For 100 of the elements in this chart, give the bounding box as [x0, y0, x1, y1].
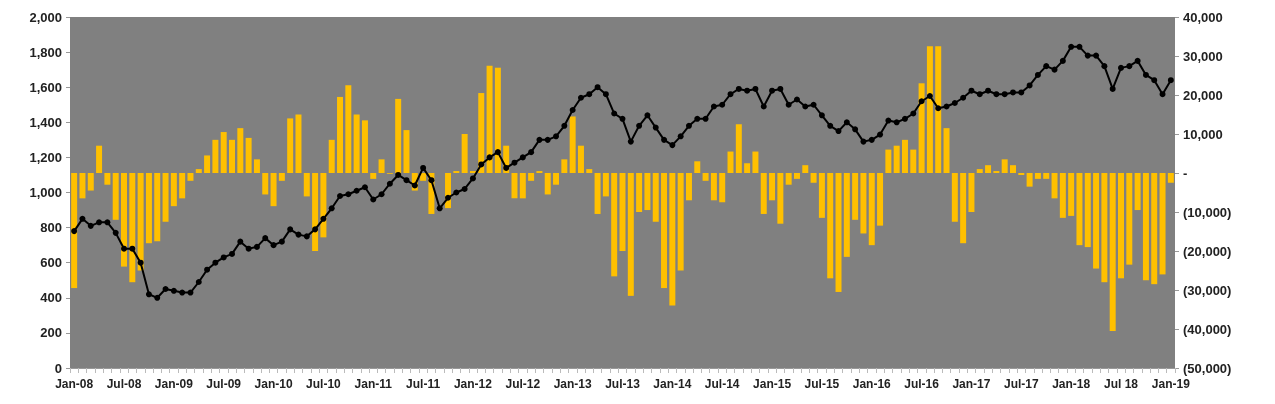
- y-tick-label: 600: [40, 255, 62, 271]
- bar: [951, 173, 958, 222]
- bar: [1134, 173, 1141, 211]
- bar: [79, 173, 86, 199]
- bar: [877, 173, 884, 226]
- y2-tick-label: 10,000: [1183, 126, 1223, 142]
- bar: [1026, 173, 1033, 187]
- bar: [528, 173, 535, 181]
- bar: [885, 149, 892, 173]
- x-tick-label: Jan-14: [653, 377, 692, 391]
- bar: [702, 173, 709, 181]
- bar: [1109, 173, 1116, 331]
- bar: [328, 139, 335, 173]
- bar: [1159, 173, 1166, 275]
- y-tick-label: 2,000: [29, 9, 62, 25]
- bar: [636, 173, 643, 212]
- bar: [1051, 173, 1058, 199]
- x-tick-label: Jul-09: [206, 377, 242, 391]
- y2-tick-label: (30,000): [1183, 282, 1232, 298]
- bar: [303, 173, 310, 197]
- bar: [1126, 173, 1133, 265]
- bar: [860, 173, 867, 234]
- bar: [661, 173, 668, 289]
- bar: [486, 65, 493, 173]
- y-tick-label: 400: [40, 290, 62, 306]
- x-tick-label: Jul-08: [106, 377, 142, 391]
- bar: [320, 173, 327, 238]
- bar: [195, 169, 202, 173]
- bar: [253, 159, 260, 173]
- bar: [270, 173, 277, 207]
- bar: [237, 128, 244, 173]
- bar: [461, 134, 468, 173]
- x-tick-label: Jul-14: [704, 377, 740, 391]
- bar: [1142, 173, 1149, 281]
- bar: [154, 173, 161, 242]
- bar: [212, 139, 219, 173]
- bar: [602, 173, 609, 197]
- bar: [1101, 173, 1108, 283]
- y2-tick-label: 20,000: [1183, 87, 1223, 103]
- bar: [1034, 173, 1041, 179]
- bar: [694, 161, 701, 173]
- bar: [752, 151, 759, 173]
- y2-tick-label: -: [1183, 165, 1188, 181]
- bar: [943, 128, 950, 173]
- bar: [295, 114, 302, 173]
- x-tick-label: Jul 18: [1103, 377, 1139, 391]
- x-tick-label: Jul-10: [306, 377, 342, 391]
- bar: [121, 173, 127, 267]
- bar: [710, 173, 717, 201]
- bar: [179, 173, 186, 199]
- bar: [1118, 173, 1124, 279]
- bar: [1076, 173, 1083, 246]
- bar: [843, 173, 850, 257]
- y-tick-label: 1,400: [29, 114, 62, 130]
- y-tick-label: 1,800: [29, 44, 62, 60]
- bar: [1059, 173, 1066, 218]
- bar: [818, 173, 825, 218]
- bar: [1167, 173, 1174, 183]
- bar: [685, 173, 692, 201]
- bar: [204, 155, 211, 173]
- y-tick-label: 200: [40, 325, 62, 341]
- y2-tick-label: 40,000: [1183, 9, 1223, 25]
- bar: [652, 173, 659, 222]
- bar: [918, 83, 925, 173]
- y2-tick-label: (20,000): [1183, 243, 1232, 259]
- bar: [1151, 173, 1158, 285]
- bar: [561, 159, 568, 173]
- bar: [594, 173, 601, 214]
- bar: [519, 173, 526, 199]
- bar: [403, 130, 410, 173]
- x-tick-label: Jan-17: [952, 377, 991, 391]
- bar: [96, 145, 103, 173]
- y-tick-label: 1,000: [29, 185, 62, 200]
- bar: [129, 173, 136, 283]
- bar: [910, 149, 917, 173]
- x-tick-label: Jul-11: [406, 377, 441, 391]
- bar: [868, 173, 875, 246]
- bar: [744, 163, 751, 173]
- bar: [777, 173, 784, 224]
- x-tick-label: Jan-18: [1052, 377, 1091, 391]
- bar: [719, 173, 726, 203]
- bar: [1093, 173, 1100, 269]
- bar: [71, 173, 78, 289]
- bar: [104, 173, 111, 185]
- bar: [478, 93, 485, 173]
- bar: [312, 173, 319, 251]
- bar: [960, 173, 967, 244]
- bar: [112, 173, 119, 220]
- bar: [245, 137, 252, 173]
- x-tick-label: Jan-16: [852, 377, 892, 391]
- bar: [985, 165, 992, 173]
- bar: [553, 173, 560, 185]
- bar: [1001, 159, 1008, 173]
- bar: [87, 173, 94, 191]
- bar: [162, 173, 169, 222]
- bar: [968, 173, 975, 212]
- bar: [669, 173, 676, 306]
- bar: [644, 173, 651, 211]
- bar: [1010, 165, 1016, 173]
- bar: [735, 124, 742, 173]
